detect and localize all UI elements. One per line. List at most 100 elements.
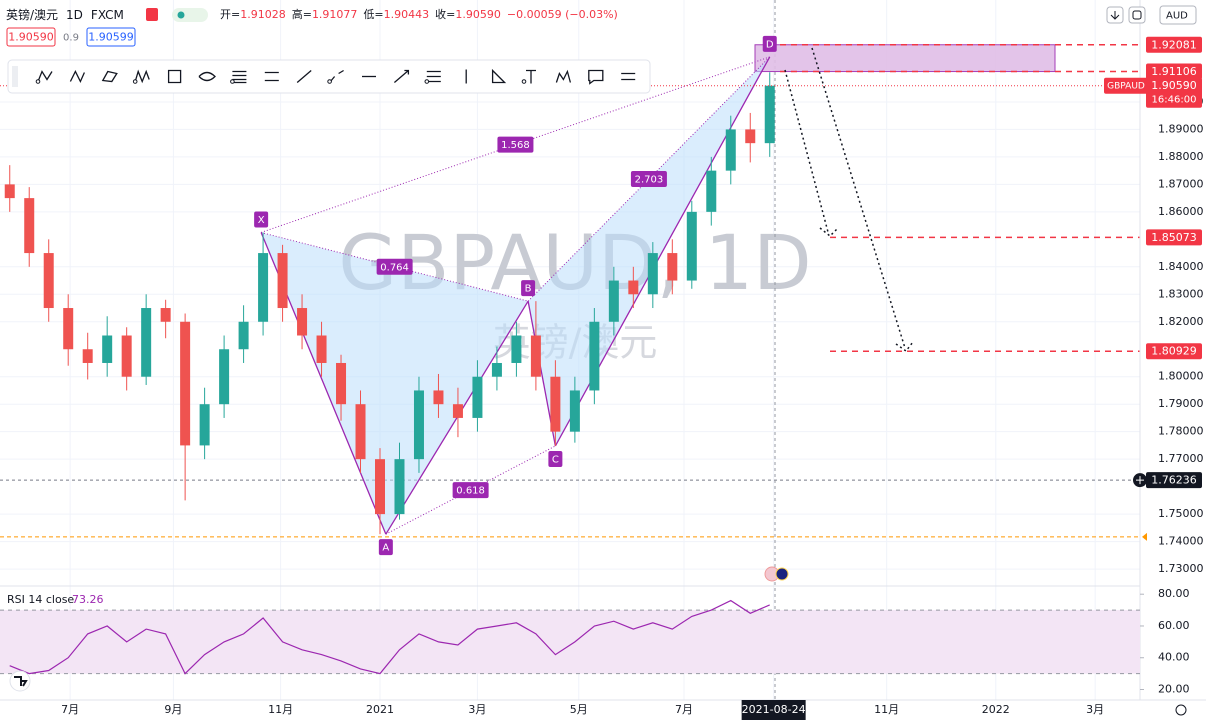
symbol-info: 英镑/澳元 1D FXCM [6,7,124,22]
y-tick-label: 1.88000 [1158,150,1204,163]
crosshair-label: 1.76236 [1151,474,1197,487]
logo-mark [14,676,28,687]
ohlc-label: 开= [220,8,240,21]
square-button[interactable] [1128,6,1146,24]
toolbar-bg [7,59,651,94]
candle-body [277,253,288,309]
candle-body [180,321,191,446]
candle-body [433,390,444,405]
tool-icon[interactable] [555,69,572,83]
candle-body [394,459,405,515]
x-tick-label: 3月 [468,703,486,716]
tool-icon[interactable] [69,70,85,84]
rsi-value: 73.26 [72,593,104,606]
candle-body [764,85,775,144]
tool-icon[interactable] [264,71,279,82]
settings-button[interactable] [1175,704,1187,716]
candle-body [316,335,327,363]
ratio-box [376,258,413,275]
ohlc-label: 高= [292,7,312,21]
tool-icon[interactable] [526,69,536,84]
flag-button[interactable] [146,8,158,21]
tool-icon[interactable] [167,69,182,84]
ratio-box [497,136,534,153]
candle-body [102,335,113,363]
spread: 0.9 [63,33,79,44]
currency-select[interactable] [1159,5,1197,25]
ask[interactable]: 1.90599 [88,31,134,44]
rsi-pane: RSI 14 close 73.26 [0,593,1144,691]
candle-body [589,321,600,391]
ratio-box [452,482,489,499]
change: −0.00059 (−0.03%) [507,8,618,21]
point-label: A [382,543,389,554]
x-tick-label: 11月 [874,703,899,716]
tool-icon[interactable] [491,68,507,84]
time-axis: 7月 9月 11月 2021 3月 5月 7月 2021-08-24 11月 2022 3月 [61,700,1104,720]
last-price-tag [1146,77,1202,108]
tool-icon[interactable] [393,69,410,83]
candle-body [43,253,54,309]
tool-icon[interactable] [588,69,604,85]
pattern-ratio-line [261,231,529,302]
candle-body [4,184,15,199]
symbol-tag [1104,77,1148,94]
tool-icon[interactable] [621,72,636,81]
y-tick-label: 1.73000 [1158,562,1204,575]
tool-icon[interactable] [37,70,53,82]
symbol-tag-label: GBPAUD [1107,82,1145,92]
price-tag-label: 1.85073 [1151,231,1197,244]
candle-body [63,308,74,350]
projection-arrows [784,47,914,353]
currency[interactable]: AUD [1166,11,1188,22]
ohlc-value: 1.90590 [455,8,501,21]
buy-box[interactable] [86,27,136,47]
rsi-title: RSI 14 close [7,593,74,606]
sell-box[interactable] [6,27,56,47]
arrow [811,47,914,353]
header: 英镑/澳元 1D FXCM 开=1.91028 高=1.91077 低=1.90443 收… [6,5,1197,47]
price-tag [1146,229,1202,246]
ratio-label: 2.703 [635,175,664,186]
y-tick-label: 1.82000 [1158,315,1204,328]
tool-icon[interactable] [101,70,118,83]
y-tick-label: 1.80000 [1158,370,1204,383]
candle-body [550,376,561,432]
tool-icon[interactable] [232,70,247,84]
point-box [521,280,536,297]
candle-body [238,321,249,350]
candle-body [413,390,424,460]
tool-node [35,79,41,84]
tool-icon[interactable] [296,70,312,83]
tool-icon[interactable] [198,71,216,82]
price-tag-label: 1.92081 [1151,38,1197,51]
bid[interactable]: 1.90590 [8,31,54,44]
price-tag [1146,343,1202,360]
candle-body [472,376,483,418]
logo [9,670,1187,716]
point-label: D [766,39,774,50]
price-pane: GBPAUD, 1D 英镑/澳元 1.5680.7642.7030.618XAB… [0,0,1140,700]
event-icon[interactable] [775,567,789,581]
price-tag [1146,36,1202,53]
candle-body [82,349,93,363]
arrow [784,69,839,238]
point-box [254,211,269,228]
candle-body [530,335,541,377]
price-tag-label: 1.80929 [1151,345,1197,358]
candle-body [686,211,697,281]
status-dot [177,11,185,19]
candle-body [647,253,658,295]
y-tick-label: 1.87000 [1158,177,1204,190]
tool-icon[interactable] [134,69,150,84]
drag-handle[interactable] [12,66,18,87]
tool-node [424,79,430,84]
crosshair-tag [1146,472,1202,489]
rsi-tick-label: 60.00 [1158,619,1190,632]
candle-body [141,308,152,377]
candle-body [608,280,619,322]
countdown: 16:46:00 [1152,95,1197,106]
tool-icon[interactable] [426,70,441,83]
x-tick-label: 7月 [675,703,693,716]
candle-body [258,253,269,322]
